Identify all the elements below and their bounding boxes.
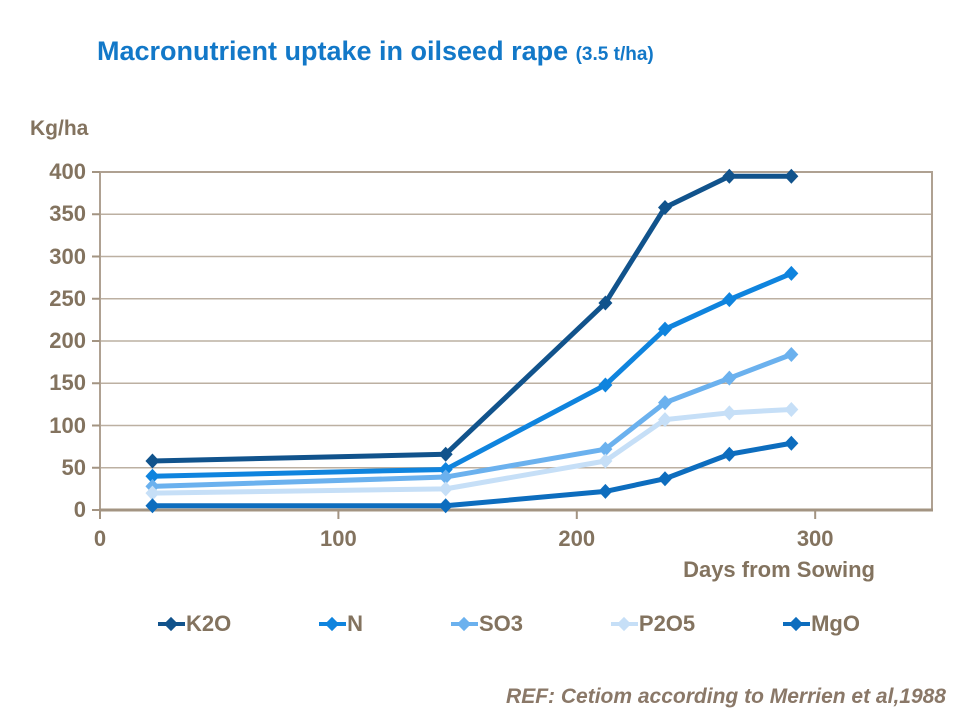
chart-title: Macronutrient uptake in oilseed rape (3.… — [97, 36, 654, 67]
chart-title-suffix: (3.5 t/ha) — [575, 44, 654, 65]
legend-diamond-icon — [616, 616, 631, 632]
marker-N-145 — [438, 461, 453, 477]
legend-diamond-icon — [456, 616, 472, 632]
marker-N-264 — [722, 292, 737, 308]
legend-item-P2O5: P2O5 — [610, 611, 696, 637]
legend-item-SO3: SO3 — [450, 611, 523, 637]
series-line-K2O — [149, 173, 794, 464]
chart-plot — [92, 168, 933, 519]
series-line-SO3 — [149, 352, 794, 489]
legend-marker-icon — [783, 616, 811, 632]
marker-K2O-237 — [657, 199, 672, 215]
y-tick-label-300: 300 — [49, 243, 86, 269]
legend-marker-icon — [610, 616, 638, 632]
marker-N-22 — [145, 468, 160, 484]
marker-SO3-145 — [438, 469, 453, 485]
marker-K2O-22 — [145, 453, 160, 469]
legend-label-P2O5: P2O5 — [638, 611, 696, 636]
marker-N-290 — [784, 265, 799, 281]
marker-MgO-22 — [145, 498, 160, 514]
y-tick-label-50: 50 — [61, 454, 86, 480]
y-tick-label-250: 250 — [49, 285, 86, 311]
marker-MgO-237 — [657, 471, 672, 487]
y-tick-label-200: 200 — [49, 328, 86, 353]
marker-SO3-290 — [784, 347, 799, 363]
legend-label-MgO: MgO — [811, 611, 860, 636]
marker-K2O-145 — [438, 446, 453, 462]
marker-MgO-145 — [438, 498, 453, 514]
series-line-N — [149, 270, 794, 479]
y-axis-unit-label: Kg/ha — [30, 117, 89, 140]
legend-item-N: N — [319, 611, 363, 637]
y-tick-label-0: 0 — [73, 497, 86, 522]
marker-MgO-212 — [598, 483, 613, 499]
legend-diamond-icon — [325, 616, 340, 632]
marker-P2O5-264 — [722, 405, 737, 421]
marker-SO3-212 — [598, 441, 613, 457]
marker-N-212 — [598, 377, 613, 393]
marker-MgO-264 — [722, 446, 737, 462]
legend-item-K2O: K2O — [158, 611, 231, 637]
legend-label-N: N — [347, 611, 364, 636]
marker-N-237 — [657, 321, 672, 337]
series-line-MgO — [149, 440, 794, 509]
x-tick-label-300: 300 — [796, 526, 834, 551]
marker-SO3-264 — [722, 370, 737, 386]
legend-diamond-icon — [163, 616, 179, 632]
legend-diamond-icon — [788, 616, 804, 632]
y-tick-label-150: 150 — [49, 370, 86, 396]
y-tick-label-100: 100 — [49, 412, 86, 438]
y-tick-label-400: 400 — [49, 159, 86, 184]
marker-P2O5-145 — [438, 481, 453, 497]
x-tick-label-200: 200 — [558, 526, 596, 551]
marker-SO3-237 — [657, 395, 672, 411]
legend-marker-icon — [158, 616, 185, 632]
marker-P2O5-237 — [657, 412, 672, 428]
marker-MgO-290 — [784, 435, 799, 451]
series-line-P2O5 — [149, 406, 794, 496]
marker-P2O5-290 — [784, 401, 799, 417]
marker-P2O5-22 — [145, 485, 160, 501]
x-tick-label-0: 0 — [93, 526, 107, 551]
chart-legend: K2O N SO3 P2O5 MgO — [158, 608, 860, 640]
chart-title-main: Macronutrient uptake in oilseed rape — [97, 36, 576, 66]
x-tick-label-100: 100 — [320, 526, 357, 551]
marker-K2O-290 — [784, 168, 799, 184]
y-tick-label-350: 350 — [49, 201, 86, 227]
marker-P2O5-212 — [598, 453, 613, 469]
legend-label-K2O: K2O — [186, 611, 232, 636]
reference-note: REF: Cetiom according to Merrien et al,1… — [506, 685, 946, 708]
marker-K2O-212 — [598, 295, 613, 311]
legend-label-SO3: SO3 — [478, 611, 523, 636]
legend-item-MgO: MgO — [783, 611, 860, 637]
x-axis-title: Days from Sowing — [683, 557, 875, 582]
legend-marker-icon — [450, 616, 478, 632]
legend-marker-icon — [319, 616, 347, 632]
marker-K2O-264 — [722, 168, 737, 184]
